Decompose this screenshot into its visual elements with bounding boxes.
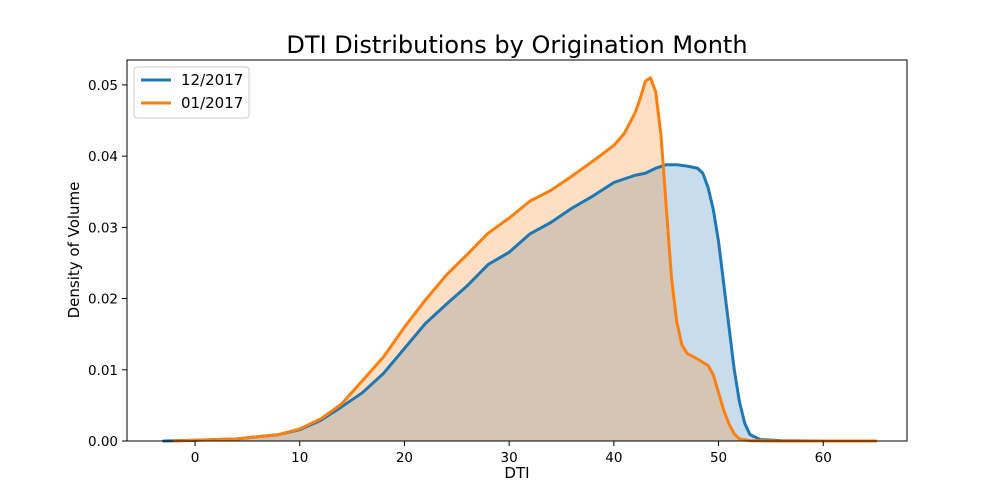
y-axis-label: Density of Volume bbox=[65, 182, 83, 319]
series-lines bbox=[162, 76, 878, 443]
x-axis-ticks: 0 10 20 30 40 50 60 bbox=[191, 441, 832, 466]
legend-label-series-2: 01/2017 bbox=[181, 94, 243, 112]
y-tick-label: 0.03 bbox=[88, 220, 118, 236]
legend: 12/2017 01/2017 bbox=[133, 66, 250, 119]
x-tick-label: 40 bbox=[605, 450, 622, 466]
line-series-1 bbox=[162, 163, 878, 443]
x-tick-label: 60 bbox=[815, 450, 832, 466]
area-fill-series-2 bbox=[174, 77, 876, 442]
area-fill-series-1 bbox=[163, 164, 876, 441]
y-tick-label: 0.01 bbox=[88, 363, 118, 379]
x-tick-label: 0 bbox=[191, 450, 200, 466]
y-axis-ticks: 0.00 0.01 0.02 0.03 0.04 0.05 bbox=[88, 78, 127, 450]
x-tick-label: 10 bbox=[291, 450, 308, 466]
y-tick-label: 0.02 bbox=[88, 292, 118, 308]
y-tick-label: 0.05 bbox=[88, 78, 118, 94]
line-series-2 bbox=[172, 76, 878, 443]
legend-label-series-1: 12/2017 bbox=[181, 71, 243, 89]
y-tick-label: 0.04 bbox=[88, 149, 118, 165]
series-areas bbox=[163, 77, 876, 442]
x-tick-label: 20 bbox=[396, 450, 413, 466]
x-axis-label: DTI bbox=[504, 464, 529, 482]
y-tick-label: 0.00 bbox=[88, 434, 118, 450]
plot-frame bbox=[126, 59, 908, 442]
x-tick-label: 30 bbox=[501, 450, 518, 466]
chart-title: DTI Distributions by Origination Month bbox=[286, 31, 747, 59]
x-tick-label: 50 bbox=[710, 450, 727, 466]
